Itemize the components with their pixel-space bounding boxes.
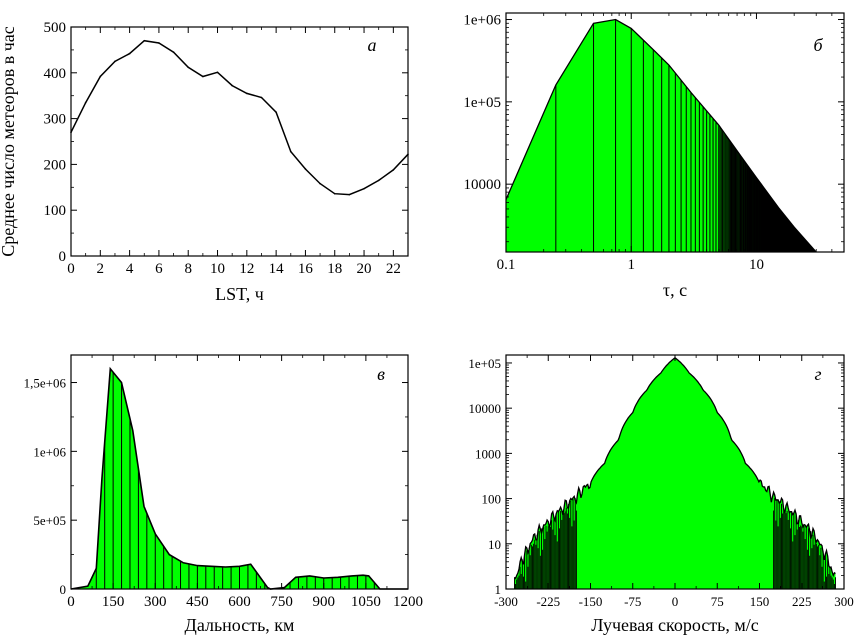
data-point [246,92,248,95]
y-tick-label: 400 [44,66,67,82]
x-tick-label: 750 [270,594,293,610]
data-point [407,153,409,156]
panel-b: 0.1 1 10 10000 1e+05 1e+06 τ, с б [463,12,845,300]
plot-frame [505,12,845,253]
x-axis-label: τ, с [663,280,687,300]
panel-letter: а [368,35,377,55]
y-tick-label: 10000 [464,177,502,193]
x-tick-label: 1 [627,257,635,273]
x-tick-label: 18 [327,261,342,277]
data-point [348,193,351,196]
x-tick-label: -150 [579,594,603,609]
y-tick-label: 10000 [469,401,502,416]
x-tick-label: 2 [97,261,105,277]
x-tick-label: 22 [386,261,401,277]
x-tick-label: 1050 [351,594,381,610]
data-point [114,60,116,63]
data-point [319,182,321,185]
data-point [202,75,204,78]
x-tick-label: 300 [834,594,854,609]
x-tick-label: 14 [269,261,285,277]
data-point [187,66,190,69]
y-tick-label: 5e+05 [33,513,66,528]
x-tick-label: 0 [67,261,75,277]
data-point [158,42,160,44]
panel-letter: в [377,364,385,384]
data-point [289,150,292,153]
x-tick-label: 600 [228,594,251,610]
data-point [216,71,219,74]
x-tick-label: 150 [750,594,770,609]
y-tick-label: 100 [482,492,502,507]
panel-c: 0 150 300 450 600 750 900 1050 1200 0 5e+05 1e+06 1,… [24,354,423,635]
data-point [128,52,131,55]
panel-d: -300 -225 -150 -75 0 75 150 225 300 1 10 100 1000 100… [468,354,854,635]
y-tick-label: 1 [495,582,502,597]
data-point [363,187,365,190]
y-tick-label: 1e+06 [33,444,66,459]
data-point [172,51,175,53]
x-tick-label: 12 [239,261,254,277]
series-line [70,39,409,196]
y-axis-label: Среднее число метеоров в час [0,26,18,256]
y-tick-label: 10 [488,537,501,552]
y-tick-label: 1,5e+06 [24,376,67,391]
y-tick-label: 300 [44,112,67,128]
x-tick-label: 16 [298,261,314,277]
data-point [143,39,146,42]
x-tick-label: 4 [126,261,134,277]
panel-letter: г [814,364,821,384]
y-tick-label: 1e+05 [463,95,501,111]
data-point [231,84,233,87]
data-point [304,168,307,170]
x-tick-label: 450 [186,594,209,610]
panel-letter: б [813,35,823,55]
x-tick-label: 10 [749,257,764,273]
data-point [99,75,102,78]
x-tick-label: 1200 [393,594,423,610]
x-tick-label: 0 [67,594,75,610]
x-tick-label: 8 [184,261,192,277]
x-tick-label: 10 [210,261,225,277]
x-tick-label: 300 [144,594,167,610]
y-tick-label: 500 [44,20,67,36]
data-point [260,96,263,99]
x-tick-label: -225 [536,594,560,609]
data-point [377,179,380,182]
x-tick-label: 20 [357,261,372,277]
x-axis-label: LST, ч [215,284,264,304]
x-tick-label: 75 [711,594,724,609]
x-tick-label: 6 [155,261,163,277]
x-tick-label: 0.1 [497,257,516,273]
x-tick-label: 900 [313,594,336,610]
x-tick-label: -75 [624,594,641,609]
y-tick-label: 0 [59,249,67,265]
plot-frame [70,26,409,257]
x-axis-label: Дальность, км [185,615,295,635]
panel-a: 0 2 4 6 8 10 12 14 16 18 20 22 0 100 200 300 400 500 LST, … [0,20,409,304]
x-tick-label: 0 [672,594,679,609]
data-point [70,131,72,134]
data-point [333,192,336,195]
y-tick-label: 1e+06 [463,13,501,29]
data-point [84,101,87,104]
x-tick-label: 225 [792,594,812,609]
x-axis-label: Лучевая скорость, м/с [591,615,759,635]
series-line [505,18,817,253]
y-tick-label: 0 [60,582,67,597]
x-tick-label: 150 [102,594,125,610]
area-fill [514,358,836,589]
y-tick-label: 1000 [475,446,501,461]
data-point [275,111,277,113]
data-point [392,169,395,171]
series-line [70,366,408,590]
y-tick-label: 200 [44,157,67,173]
x-tick-label: -300 [494,594,518,609]
y-tick-label: 100 [44,203,67,219]
y-tick-label: 1e+05 [468,356,501,371]
